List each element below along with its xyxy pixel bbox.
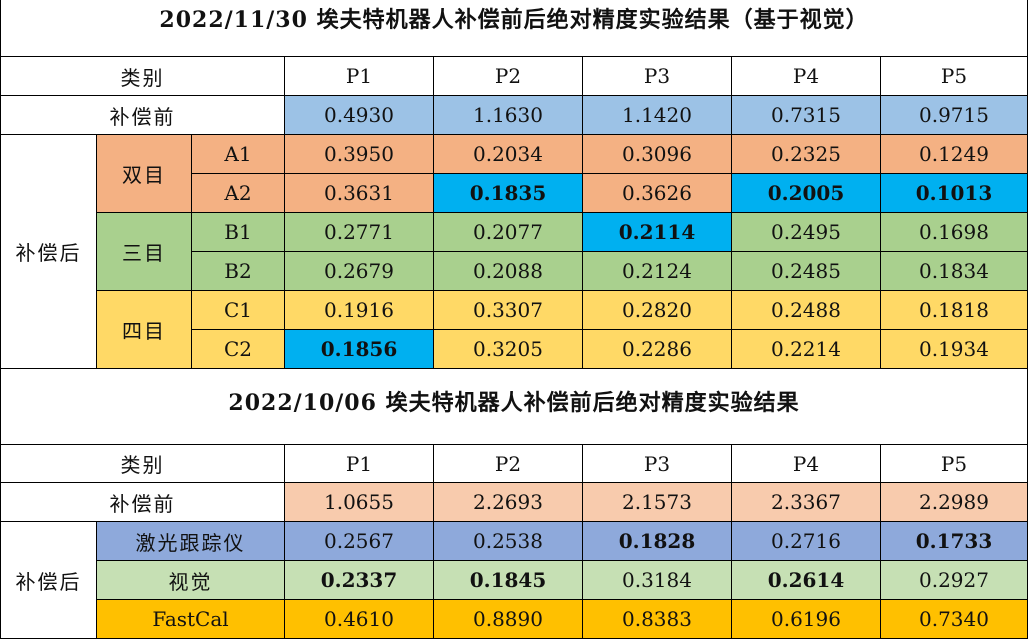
cell-b2-p3: 0.2124 <box>582 251 732 291</box>
group-label-binocular: 双目 <box>96 134 192 213</box>
cell-a1-p4: 0.2325 <box>731 134 881 174</box>
table1-title: 2022/11/30 埃夫特机器人补偿前后绝对精度实验结果（基于视觉） <box>159 7 869 33</box>
cell-b1-p5: 0.1698 <box>880 212 1028 252</box>
cell-c2-p5: 0.1934 <box>880 329 1028 369</box>
cell-a2-p5-best: 0.1013 <box>880 173 1028 213</box>
cell-b2-p2: 0.2088 <box>433 251 583 291</box>
row2-label-after: 补偿后 <box>0 521 97 639</box>
cell-a1-p2: 0.2034 <box>433 134 583 174</box>
header2-p2: P2 <box>433 444 583 483</box>
cell-before-p1: 0.4930 <box>284 95 434 135</box>
cell-a1-p1: 0.3950 <box>284 134 434 174</box>
cell-c2-p3: 0.2286 <box>582 329 732 369</box>
cell-vision-p2-best: 0.1845 <box>433 560 583 600</box>
cell-laser-p1: 0.2567 <box>284 521 434 561</box>
cell2-before-p1: 1.0655 <box>284 482 434 522</box>
cell-vision-p4-best: 0.2614 <box>731 560 881 600</box>
cell-b2-p1: 0.2679 <box>284 251 434 291</box>
row-label-fastcal: FastCal <box>96 599 285 639</box>
cell-c1-p1: 0.1916 <box>284 290 434 330</box>
cell2-before-p4: 2.3367 <box>731 482 881 522</box>
cell-b1-p4: 0.2495 <box>731 212 881 252</box>
cell-a2-p1: 0.3631 <box>284 173 434 213</box>
header-p3: P3 <box>582 56 732 96</box>
header2-p5: P5 <box>880 444 1028 483</box>
cell-c2-p2: 0.3205 <box>433 329 583 369</box>
cell-fastcal-p2: 0.8890 <box>433 599 583 639</box>
cell-fastcal-p5: 0.7340 <box>880 599 1028 639</box>
row-label-c2: C2 <box>191 329 285 369</box>
row-label-before: 补偿前 <box>0 95 285 135</box>
row-label-b2: B2 <box>191 251 285 291</box>
header-p4: P4 <box>731 56 881 96</box>
cell-b2-p4: 0.2485 <box>731 251 881 291</box>
cell-a1-p3: 0.3096 <box>582 134 732 174</box>
header2-p1: P1 <box>284 444 434 483</box>
header-category: 类别 <box>0 56 285 96</box>
cell-b2-p5: 0.1834 <box>880 251 1028 291</box>
cell-c1-p2: 0.3307 <box>433 290 583 330</box>
cell-a2-p2-best: 0.1835 <box>433 173 583 213</box>
header2-p3: P3 <box>582 444 732 483</box>
cell-a1-p5: 0.1249 <box>880 134 1028 174</box>
cell2-before-p3: 2.1573 <box>582 482 732 522</box>
row-label-c1: C1 <box>191 290 285 330</box>
group-label-trinocular: 三目 <box>96 212 192 291</box>
header-p2: P2 <box>433 56 583 96</box>
group-label-quad: 四目 <box>96 290 192 369</box>
cell-before-p4: 0.7315 <box>731 95 881 135</box>
cell-c2-p1-best: 0.1856 <box>284 329 434 369</box>
cell-c2-p4: 0.2214 <box>731 329 881 369</box>
row-label-a1: A1 <box>191 134 285 174</box>
header-p1: P1 <box>284 56 434 96</box>
cell-b1-p3-best: 0.2114 <box>582 212 732 252</box>
row2-label-before: 补偿前 <box>0 482 285 522</box>
row-label-vision: 视觉 <box>96 560 285 600</box>
accuracy-table-vision: 类别 P1 P2 P3 P4 P5 补偿前 0.4930 1.1630 1.14… <box>0 56 1028 369</box>
cell-c1-p3: 0.2820 <box>582 290 732 330</box>
cell-laser-p4: 0.2716 <box>731 521 881 561</box>
cell-laser-p2: 0.2538 <box>433 521 583 561</box>
header-p5: P5 <box>880 56 1028 96</box>
cell-vision-p5: 0.2927 <box>880 560 1028 600</box>
cell2-before-p5: 2.2989 <box>880 482 1028 522</box>
header2-p4: P4 <box>731 444 881 483</box>
cell-before-p3: 1.1420 <box>582 95 732 135</box>
cell-before-p5: 0.9715 <box>880 95 1028 135</box>
cell-vision-p3: 0.3184 <box>582 560 732 600</box>
cell-b1-p2: 0.2077 <box>433 212 583 252</box>
header-category-2: 类别 <box>0 444 285 483</box>
cell2-before-p2: 2.2693 <box>433 482 583 522</box>
cell-c1-p5: 0.1818 <box>880 290 1028 330</box>
cell-fastcal-p4: 0.6196 <box>731 599 881 639</box>
cell-before-p2: 1.1630 <box>433 95 583 135</box>
cell-a2-p3: 0.3626 <box>582 173 732 213</box>
row-label-b1: B1 <box>191 212 285 252</box>
cell-laser-p3-best: 0.1828 <box>582 521 732 561</box>
cell-vision-p1-best: 0.2337 <box>284 560 434 600</box>
cell-fastcal-p1: 0.4610 <box>284 599 434 639</box>
cell-fastcal-p3: 0.8383 <box>582 599 732 639</box>
cell-laser-p5-best: 0.1733 <box>880 521 1028 561</box>
table2-title: 2022/10/06 埃夫特机器人补偿前后绝对精度实验结果 <box>228 390 800 416</box>
cell-b1-p1: 0.2771 <box>284 212 434 252</box>
row-label-a2: A2 <box>191 173 285 213</box>
cell-a2-p4-best: 0.2005 <box>731 173 881 213</box>
row-label-after: 补偿后 <box>0 134 97 369</box>
accuracy-table-methods: 类别 P1 P2 P3 P4 P5 补偿前 1.0655 2.2693 2.15… <box>0 444 1028 639</box>
cell-c1-p4: 0.2488 <box>731 290 881 330</box>
row-label-laser-tracker: 激光跟踪仪 <box>96 521 285 561</box>
